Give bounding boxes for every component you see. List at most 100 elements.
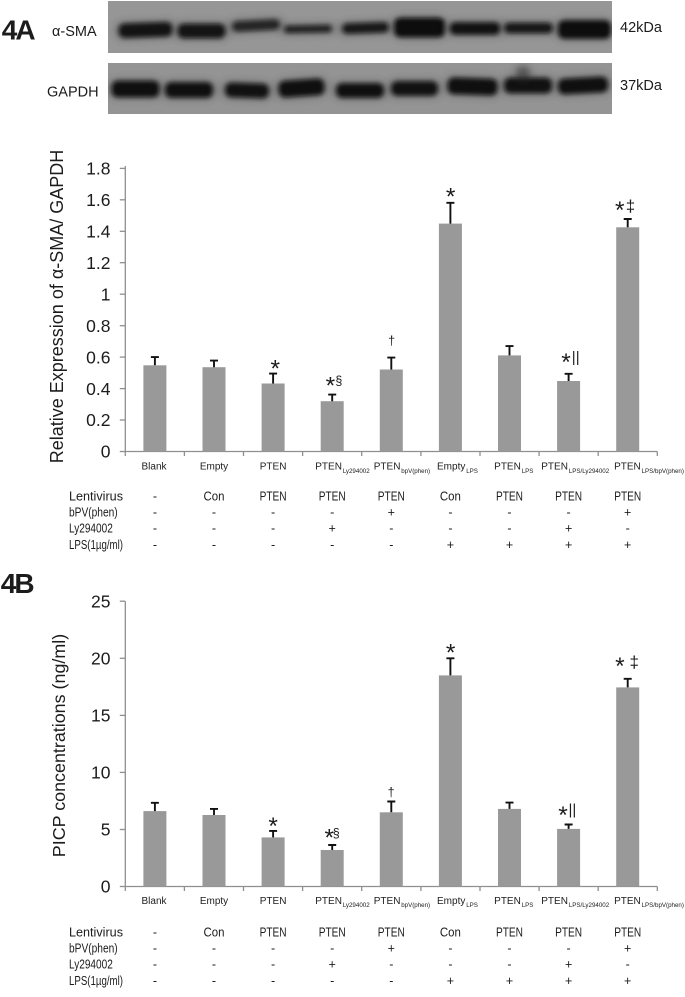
svg-text:α-SMA: α-SMA bbox=[52, 24, 97, 40]
svg-text:-: - bbox=[330, 942, 334, 956]
svg-text:-: - bbox=[212, 522, 216, 536]
svg-text:-: - bbox=[567, 506, 571, 520]
svg-text:*: * bbox=[326, 373, 336, 400]
svg-text:+: + bbox=[565, 522, 572, 536]
svg-text:-: - bbox=[212, 942, 216, 956]
svg-text:+: + bbox=[447, 974, 454, 988]
svg-text:4A: 4A bbox=[2, 15, 36, 46]
svg-text:PTEN: PTEN bbox=[319, 925, 346, 939]
svg-text:+: + bbox=[624, 974, 631, 988]
svg-text:LPS(1µg/ml): LPS(1µg/ml) bbox=[69, 974, 123, 988]
svg-text:+: + bbox=[447, 538, 454, 552]
svg-text:PTEN: PTEN bbox=[555, 489, 582, 503]
svg-text:†: † bbox=[388, 334, 395, 348]
svg-text:-: - bbox=[212, 974, 216, 988]
svg-text:-: - bbox=[448, 958, 452, 972]
svg-text:bPV(phen): bPV(phen) bbox=[69, 942, 118, 956]
svg-text:PTEN: PTEN bbox=[319, 489, 346, 503]
svg-text:-: - bbox=[271, 538, 275, 552]
svg-text:-: - bbox=[448, 522, 452, 536]
svg-text:LPS/bpV(phen): LPS/bpV(phen) bbox=[642, 902, 684, 909]
svg-text:0: 0 bbox=[101, 442, 111, 462]
svg-text:0.4: 0.4 bbox=[86, 379, 111, 399]
svg-text:Empty: Empty bbox=[437, 896, 465, 907]
svg-text:+: + bbox=[506, 974, 513, 988]
svg-text:Blank: Blank bbox=[141, 462, 167, 473]
svg-text:*: * bbox=[446, 184, 456, 211]
svg-text:Ly294002: Ly294002 bbox=[343, 902, 371, 909]
svg-text:Empty: Empty bbox=[200, 896, 228, 907]
svg-text:5: 5 bbox=[101, 820, 111, 840]
svg-text:-: - bbox=[271, 522, 275, 536]
svg-text:Lentivirus: Lentivirus bbox=[69, 489, 123, 503]
svg-text:-: - bbox=[153, 974, 157, 988]
svg-text:Empty: Empty bbox=[437, 462, 465, 473]
svg-text:1.2: 1.2 bbox=[86, 253, 110, 273]
svg-text:GAPDH: GAPDH bbox=[47, 85, 99, 101]
svg-text:*: * bbox=[271, 356, 281, 383]
svg-text:-: - bbox=[153, 925, 157, 939]
svg-text:LPS/Ly294002: LPS/Ly294002 bbox=[569, 902, 610, 909]
svg-text:PTEN: PTEN bbox=[378, 925, 405, 939]
svg-text:bpV(phen): bpV(phen) bbox=[401, 468, 430, 475]
svg-text:-: - bbox=[153, 506, 157, 520]
svg-text:+: + bbox=[329, 958, 336, 972]
svg-text:-: - bbox=[271, 958, 275, 972]
svg-text:0.8: 0.8 bbox=[86, 316, 110, 336]
svg-text:-: - bbox=[153, 942, 157, 956]
svg-text:+: + bbox=[565, 538, 572, 552]
svg-text:0.2: 0.2 bbox=[86, 410, 110, 430]
svg-text:Ly294002: Ly294002 bbox=[69, 522, 113, 536]
svg-text:Con: Con bbox=[440, 925, 461, 939]
svg-text:PTEN: PTEN bbox=[614, 896, 641, 907]
svg-text:PICP concentrations (ng/ml): PICP concentrations (ng/ml) bbox=[49, 634, 69, 857]
svg-text:-: - bbox=[626, 958, 630, 972]
svg-text:LPS: LPS bbox=[522, 902, 534, 909]
svg-text:§: § bbox=[333, 826, 340, 840]
svg-text:-: - bbox=[271, 942, 275, 956]
svg-text:*: * bbox=[615, 197, 625, 224]
svg-text:LPS/Ly294002: LPS/Ly294002 bbox=[569, 468, 610, 475]
svg-text:†: † bbox=[388, 785, 395, 799]
svg-text:Relative Expression of α-SMA/: Relative Expression of α-SMA/ GAPDH bbox=[47, 150, 67, 464]
svg-text:PTEN: PTEN bbox=[494, 462, 521, 473]
svg-text:4B: 4B bbox=[1, 568, 34, 599]
svg-text:PTEN: PTEN bbox=[374, 462, 401, 473]
svg-text:-: - bbox=[448, 942, 452, 956]
svg-text:PTEN: PTEN bbox=[378, 489, 405, 503]
svg-text:LPS: LPS bbox=[522, 468, 534, 475]
svg-text:-: - bbox=[507, 942, 511, 956]
svg-text:PTEN: PTEN bbox=[260, 896, 287, 907]
svg-text:20: 20 bbox=[91, 649, 111, 669]
svg-text:0.6: 0.6 bbox=[86, 347, 110, 367]
svg-text:*: * bbox=[615, 653, 625, 680]
svg-text:1.8: 1.8 bbox=[86, 159, 110, 179]
svg-text:-: - bbox=[212, 958, 216, 972]
svg-text:Con: Con bbox=[204, 489, 225, 503]
svg-text:*: * bbox=[446, 639, 456, 666]
svg-text:PTEN: PTEN bbox=[315, 462, 342, 473]
svg-text:§: § bbox=[335, 374, 342, 388]
svg-text:||: || bbox=[572, 349, 580, 366]
svg-text:-: - bbox=[153, 489, 157, 503]
svg-text:-: - bbox=[330, 538, 334, 552]
svg-text:+: + bbox=[565, 958, 572, 972]
svg-text:-: - bbox=[389, 538, 393, 552]
svg-text:Ly294002: Ly294002 bbox=[343, 468, 371, 475]
svg-text:bPV(phen): bPV(phen) bbox=[69, 506, 118, 520]
svg-text:-: - bbox=[507, 522, 511, 536]
svg-text:Lentivirus: Lentivirus bbox=[69, 925, 123, 939]
svg-text:-: - bbox=[271, 506, 275, 520]
svg-text:-: - bbox=[153, 538, 157, 552]
svg-text:Ly294002: Ly294002 bbox=[69, 958, 113, 972]
svg-text:1.4: 1.4 bbox=[86, 222, 111, 242]
svg-text:||: || bbox=[569, 802, 577, 819]
svg-text:-: - bbox=[330, 506, 334, 520]
svg-text:+: + bbox=[388, 506, 395, 520]
svg-text:Con: Con bbox=[204, 925, 225, 939]
svg-text:+: + bbox=[624, 506, 631, 520]
svg-text:PTEN: PTEN bbox=[260, 462, 287, 473]
svg-text:10: 10 bbox=[91, 763, 111, 783]
svg-text:+: + bbox=[565, 974, 572, 988]
svg-text:+: + bbox=[388, 942, 395, 956]
